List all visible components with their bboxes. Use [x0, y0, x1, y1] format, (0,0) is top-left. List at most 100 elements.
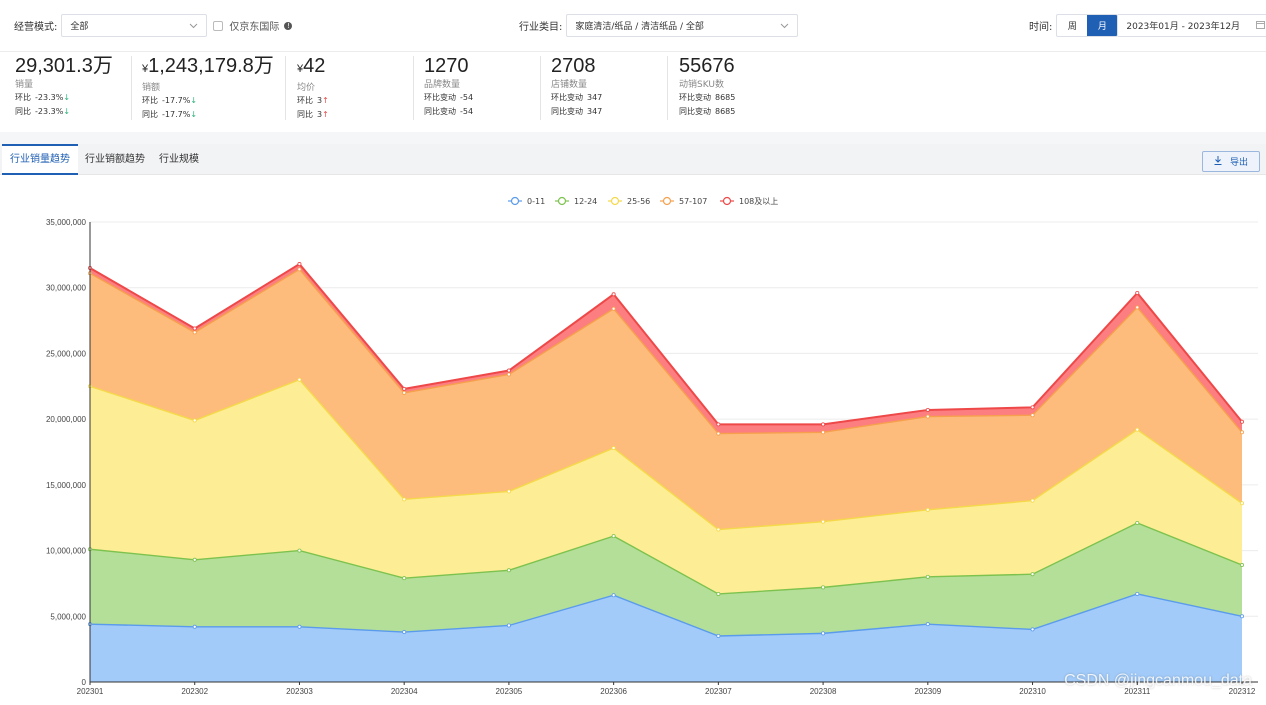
data-point [1030, 627, 1035, 632]
y-tick-label: 5,000,000 [50, 612, 86, 621]
metric-yoy: 同比 -23.3%↓ [15, 107, 71, 116]
metrics-panel: 29,301.3万 销量 环比 -23.3%↓ 同比 -23.3%↓ ¥1,243,… [0, 52, 1266, 132]
x-tick-label: 202308 [810, 687, 837, 696]
data-point [402, 576, 407, 581]
data-point [297, 548, 302, 553]
stacked-area-chart: 0 5,000,000 10,000,000 15,000,000 20,000,000… [46, 196, 1258, 696]
metric-yoy: 同比变动 -54 [424, 107, 474, 116]
jd-intl-label[interactable]: 仅京东国际 [229, 22, 280, 33]
data-point [1030, 572, 1035, 577]
data-point [506, 623, 511, 628]
date-range-picker[interactable]: 2023年01月 - 2023年12月 [1118, 14, 1266, 37]
export-button[interactable]: 导出 [1202, 151, 1260, 172]
metric-label: 店铺数量 [551, 80, 588, 90]
metric-label: 均价 [297, 83, 316, 93]
tab-sales-trend[interactable]: 行业销额趋势 [85, 154, 145, 165]
data-point [402, 630, 407, 635]
category-select[interactable]: 家庭清洁/纸品 / 清洁纸品 / 全部 [566, 14, 799, 37]
line-0-11 [89, 593, 1243, 637]
tab-volume-trend[interactable]: 行业销量趋势 [2, 144, 78, 175]
x-tick-label: 202301 [77, 687, 104, 696]
data-point [925, 507, 930, 512]
legend-marker [722, 196, 732, 206]
data-point [1240, 501, 1245, 506]
time-week-button[interactable]: 周 [1067, 22, 1077, 32]
data-point [1240, 614, 1245, 619]
tab-industry-scale[interactable]: 行业规模 [159, 154, 199, 165]
info-icon[interactable]: ! [284, 21, 293, 30]
data-point [192, 418, 197, 423]
data-point [925, 574, 930, 579]
data-point [925, 622, 930, 627]
arrow-down-icon: ↓ [63, 93, 71, 102]
data-point [716, 431, 721, 436]
y-tick-label: 35,000,000 [46, 218, 87, 227]
data-point [1240, 430, 1245, 435]
legend-marker [662, 196, 672, 206]
legend-label: 25-56 [627, 197, 650, 206]
metric-label: 动销SKU数 [679, 80, 724, 90]
axes: 0 5,000,000 10,000,000 15,000,000 20,000,000… [46, 218, 1258, 696]
y-tick-label: 30,000,000 [46, 284, 87, 293]
x-tick-label: 202309 [914, 687, 941, 696]
metric-mom: 环比 -23.3%↓ [15, 93, 71, 102]
divider [131, 56, 132, 120]
data-point [716, 633, 721, 638]
time-month-button[interactable]: 月 [1087, 15, 1118, 36]
metric-store-count: 2708 店铺数量 环比变动 347 同比变动 347 [551, 54, 602, 120]
data-point [821, 430, 826, 435]
y-tick-label: 25,000,000 [46, 349, 87, 358]
data-point [821, 631, 826, 636]
data-point [1030, 405, 1035, 410]
mode-filter: 经营模式: 全部 仅京东国际 ! [14, 14, 293, 37]
data-point [1135, 305, 1140, 310]
data-point [192, 557, 197, 562]
jd-intl-checkbox[interactable] [213, 20, 224, 31]
data-point [821, 585, 826, 590]
tab-bar: 行业销量趋势 行业销额趋势 行业规模 导出 [0, 144, 1266, 175]
line-12-24 [89, 522, 1243, 595]
legend-marker [557, 196, 567, 206]
arrow-up-icon: ↑ [322, 96, 329, 105]
metric-value: ¥42 [297, 55, 326, 77]
mode-select[interactable]: 全部 [61, 14, 208, 37]
line-57-107 [89, 268, 1243, 435]
x-tick-label: 202302 [181, 687, 208, 696]
metric-value: 2708 [551, 55, 596, 77]
metric-yoy: 同比 3↑ [297, 110, 329, 119]
metric-brand-count: 1270 品牌数量 环比变动 -54 同比变动 -54 [424, 54, 473, 120]
time-label: 时间: [1029, 22, 1053, 33]
metric-yoy: 同比变动 8685 [679, 107, 736, 116]
metric-value: 55676 [679, 55, 735, 77]
legend: 0-11 12-24 25-56 57-107 108及以上 [508, 196, 778, 206]
data-point [611, 534, 616, 539]
data-point [1030, 413, 1035, 418]
area-layers [90, 264, 1242, 682]
data-point [611, 593, 616, 598]
data-point [611, 306, 616, 311]
export-label: 导出 [1229, 158, 1248, 168]
area-12-24 [90, 522, 1242, 636]
data-point [192, 624, 197, 629]
chevron-down-icon [188, 21, 198, 31]
arrow-up-icon: ↑ [322, 110, 329, 119]
metric-mom: 环比变动 8685 [679, 93, 736, 102]
arrow-down-icon: ↓ [190, 110, 198, 119]
mode-label: 经营模式: [14, 22, 58, 33]
metric-mom: 环比 -17.7%↓ [142, 96, 198, 105]
time-granularity: 周 月 [1056, 14, 1119, 37]
category-filter: 行业类目: 家庭清洁/纸品 / 清洁纸品 / 全部 [519, 14, 799, 37]
calendar-icon [1256, 20, 1266, 32]
data-point [1240, 563, 1245, 568]
data-point [716, 591, 721, 596]
data-point [297, 377, 302, 382]
mode-value: 全部 [70, 22, 89, 32]
metric-mom: 环比 3↑ [297, 96, 329, 105]
arrow-down-icon: ↓ [63, 107, 71, 116]
divider [285, 56, 286, 120]
data-point [297, 267, 302, 272]
data-point [506, 568, 511, 573]
legend-label: 108及以上 [739, 197, 778, 206]
data-point [821, 519, 826, 524]
data-point [821, 422, 826, 427]
